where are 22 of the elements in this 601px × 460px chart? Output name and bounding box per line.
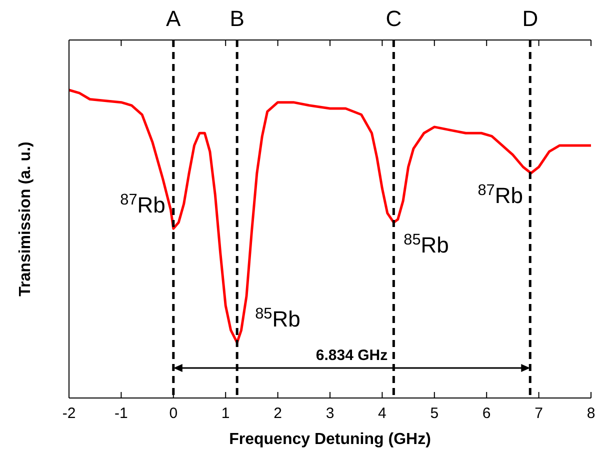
ref-line-label: A (166, 6, 182, 31)
ref-line-label: D (522, 6, 538, 31)
annotation: $^{87}$Rb (120, 191, 166, 218)
annotation: 6.834 GHz (316, 347, 388, 364)
ref-line-label: B (230, 6, 244, 31)
y-axis-title: Transimission (a. u.) (17, 142, 34, 296)
x-tick-label: 5 (430, 405, 439, 422)
x-tick-label: 4 (378, 405, 386, 422)
annotation: $^{87}$Rb (478, 182, 523, 208)
x-tick-label: 6 (482, 405, 491, 422)
x-tick-label: 0 (169, 405, 178, 422)
x-tick-label: -2 (62, 405, 76, 422)
x-tick-label: 8 (586, 405, 596, 422)
ref-line-label: C (386, 6, 402, 31)
annotation: $^{85}$Rb (404, 230, 449, 258)
annotation: $^{85}$Rb (255, 305, 300, 332)
x-tick-label: -1 (114, 405, 128, 422)
x-axis-title: Frequency Detuning (GHz) (229, 431, 431, 448)
x-tick-label: 2 (274, 405, 282, 422)
x-tick-label: 3 (326, 405, 334, 422)
x-tick-label: 7 (534, 405, 543, 422)
x-tick-label: 1 (221, 405, 230, 422)
